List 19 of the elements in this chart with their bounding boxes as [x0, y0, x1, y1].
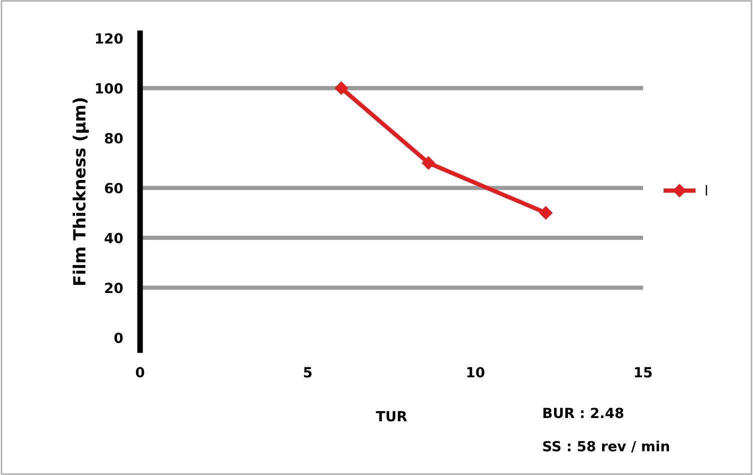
legend-label: l — [706, 184, 708, 196]
y-tick-label: 120 — [96, 33, 123, 44]
text: BUR : 2.48 — [543, 408, 624, 418]
y-tick-label: 20 — [105, 282, 123, 294]
y-tick-label: 80 — [104, 132, 123, 144]
y-axis-title: Film Thickness (μm) — [72, 98, 89, 285]
y-tick-label: 100 — [96, 83, 123, 94]
x-tick-label: 0 — [136, 366, 144, 378]
x-tick-label: 5 — [304, 367, 312, 378]
y-tick-label: 0 — [114, 332, 123, 344]
y-tick-label: 60 — [104, 182, 123, 194]
point — [422, 156, 436, 170]
y-tick-label: 40 — [104, 232, 123, 244]
x-tick-label: 15 — [634, 367, 652, 378]
point — [334, 82, 348, 95]
point — [539, 206, 552, 220]
text: SS : 58 rev / min — [543, 440, 670, 453]
x-tick-label: 10 — [467, 366, 484, 378]
x-axis-title: TUR — [376, 411, 408, 422]
